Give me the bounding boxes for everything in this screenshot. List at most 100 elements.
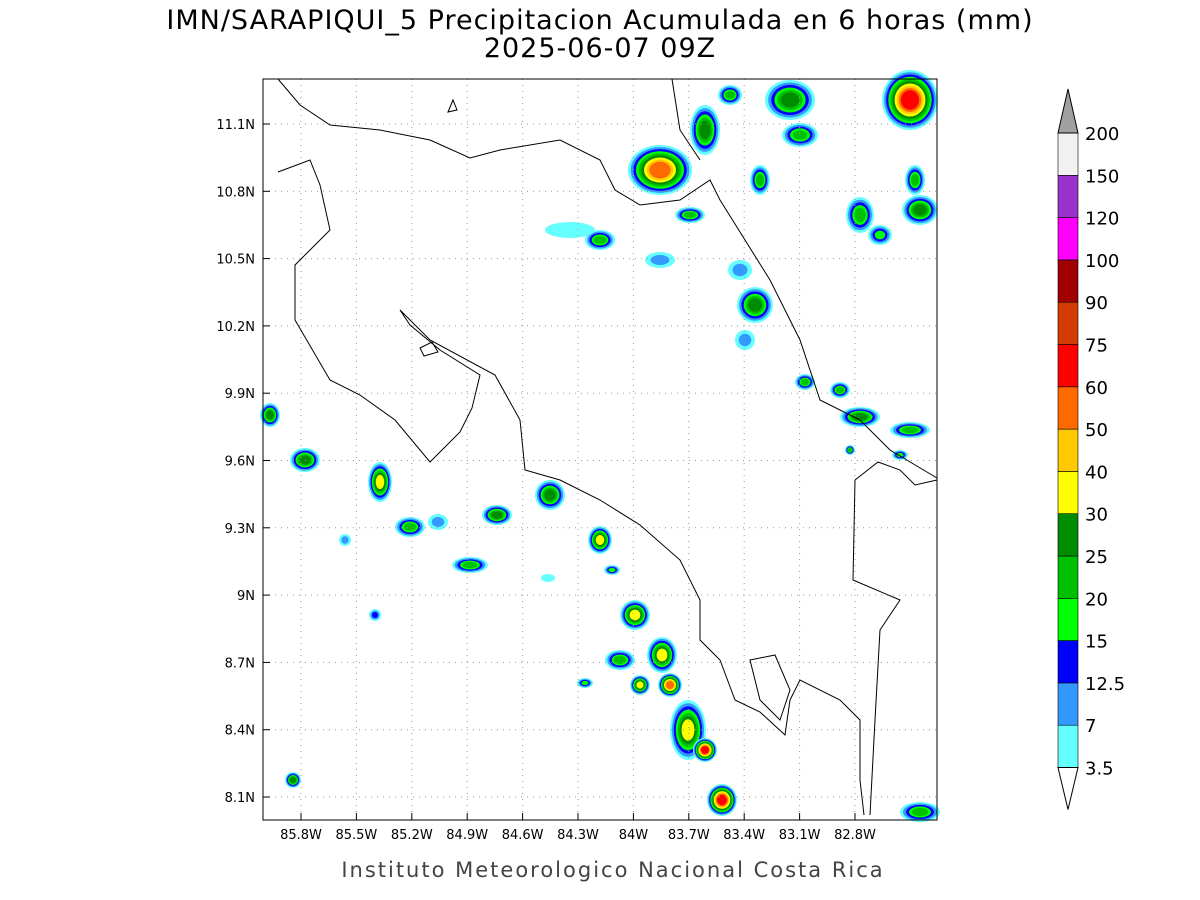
colorbar-label: 90 xyxy=(1085,293,1108,314)
color-box xyxy=(1057,471,1079,514)
rain-cell xyxy=(681,719,695,741)
lon-label: 84.3W xyxy=(557,828,599,843)
rain-cell xyxy=(266,410,274,420)
lon-label: 85.2W xyxy=(391,828,433,843)
rain-cell xyxy=(608,567,616,573)
title: IMN/SARAPIQUI_5 Precipitacion Acumulada … xyxy=(166,5,1033,36)
rain-cell xyxy=(902,426,918,434)
colorbar-label: 40 xyxy=(1085,462,1108,483)
colorbar-label: 100 xyxy=(1085,251,1119,272)
lat-label: 11.1N xyxy=(216,118,255,133)
colorbar-label: 200 xyxy=(1085,124,1119,145)
colorbar-label: 25 xyxy=(1085,547,1108,568)
rain-cell xyxy=(836,386,844,394)
colorbar-label: 120 xyxy=(1085,209,1119,230)
lat-label: 10.8N xyxy=(216,185,255,200)
rain-cell xyxy=(372,612,378,618)
rain-cell xyxy=(792,130,808,140)
lat-label: 9.3N xyxy=(225,522,255,537)
rain-cell xyxy=(629,609,641,621)
lat-label: 10.2N xyxy=(216,320,255,335)
color-box xyxy=(1057,640,1079,684)
rain-cell xyxy=(650,255,670,265)
rain-cell xyxy=(544,489,556,501)
lat-label: 8.4N xyxy=(225,724,255,739)
rain-cell xyxy=(900,90,920,110)
color-box xyxy=(1057,344,1079,388)
rain-cell xyxy=(581,680,589,686)
rain-cell xyxy=(431,517,445,527)
rain-cell xyxy=(732,263,748,277)
rain-cell xyxy=(541,574,555,582)
lon-label: 82.8W xyxy=(834,828,876,843)
lat-label: 10.5N xyxy=(216,253,255,268)
colorbar-label: 50 xyxy=(1085,420,1108,441)
rain-cell xyxy=(491,511,503,519)
rain-cell xyxy=(290,777,296,783)
rain-cell xyxy=(649,161,671,179)
rain-cell xyxy=(341,536,349,544)
over-triangle xyxy=(1057,88,1079,134)
color-box xyxy=(1057,217,1079,261)
rain-cell xyxy=(848,448,852,452)
lat-label: 9N xyxy=(237,589,255,604)
rain-cell xyxy=(801,378,809,386)
precipitation xyxy=(260,70,940,822)
colorbar-label: 20 xyxy=(1085,589,1108,610)
colorbar-label: 30 xyxy=(1085,505,1108,526)
colorbar-label: 15 xyxy=(1085,632,1108,653)
rain-cell xyxy=(594,236,606,244)
colorbar-label: 3.5 xyxy=(1085,759,1114,780)
rain-cell xyxy=(874,230,886,240)
colorbar-label: 75 xyxy=(1085,336,1108,357)
rain-cell xyxy=(780,92,800,108)
color-box xyxy=(1057,555,1079,599)
rain-cell xyxy=(913,204,927,216)
color-box xyxy=(1057,724,1079,768)
rain-cell xyxy=(756,174,764,186)
rain-cell xyxy=(748,298,762,312)
rain-cell xyxy=(684,211,696,219)
lon-label: 84.6W xyxy=(502,828,544,843)
under-triangle xyxy=(1057,767,1079,810)
color-box xyxy=(1057,597,1079,641)
rain-cell xyxy=(738,333,752,347)
grid xyxy=(263,79,937,820)
rain-cell xyxy=(656,648,668,662)
rain-cell xyxy=(375,474,385,490)
rain-cell xyxy=(701,746,709,754)
color-box xyxy=(1057,301,1079,345)
subtitle: 2025-06-07 09Z xyxy=(484,33,716,64)
colorbar: 3.5 7 12.5 15 20 25 30 40 50 60 75 90 100 120 150 200 xyxy=(1057,88,1125,810)
colorbar-label: 150 xyxy=(1085,166,1119,187)
lon-label: 83.4W xyxy=(723,828,765,843)
rain-cell xyxy=(912,808,928,816)
lat-label: 9.9N xyxy=(225,387,255,402)
rain-cell xyxy=(699,120,711,140)
footer: Instituto Meteorologico Nacional Costa R… xyxy=(341,858,884,882)
rain-cell xyxy=(896,452,904,458)
coastlines xyxy=(277,78,938,816)
color-box xyxy=(1057,132,1079,176)
lon-label: 85.8W xyxy=(280,828,322,843)
color-box xyxy=(1057,513,1079,557)
color-box xyxy=(1057,682,1079,726)
rain-cell xyxy=(854,207,866,223)
color-box xyxy=(1057,428,1079,472)
rain-cell xyxy=(666,681,674,689)
rain-cell xyxy=(911,174,919,186)
color-box xyxy=(1057,175,1079,218)
rain-cell xyxy=(404,523,416,531)
lat-label: 8.1N xyxy=(225,791,255,806)
colorbar-label: 60 xyxy=(1085,378,1108,399)
rain-cell xyxy=(852,413,868,421)
map-frame xyxy=(262,78,938,821)
colorbar-label: 12.5 xyxy=(1085,674,1125,695)
rain-cell xyxy=(595,535,605,545)
lon-label: 84W xyxy=(619,828,649,843)
rain-cell xyxy=(462,561,478,569)
rain-cell xyxy=(725,91,735,99)
rain-cell xyxy=(545,222,595,238)
color-box xyxy=(1057,386,1079,430)
lat-label: 8.7N xyxy=(225,656,255,671)
